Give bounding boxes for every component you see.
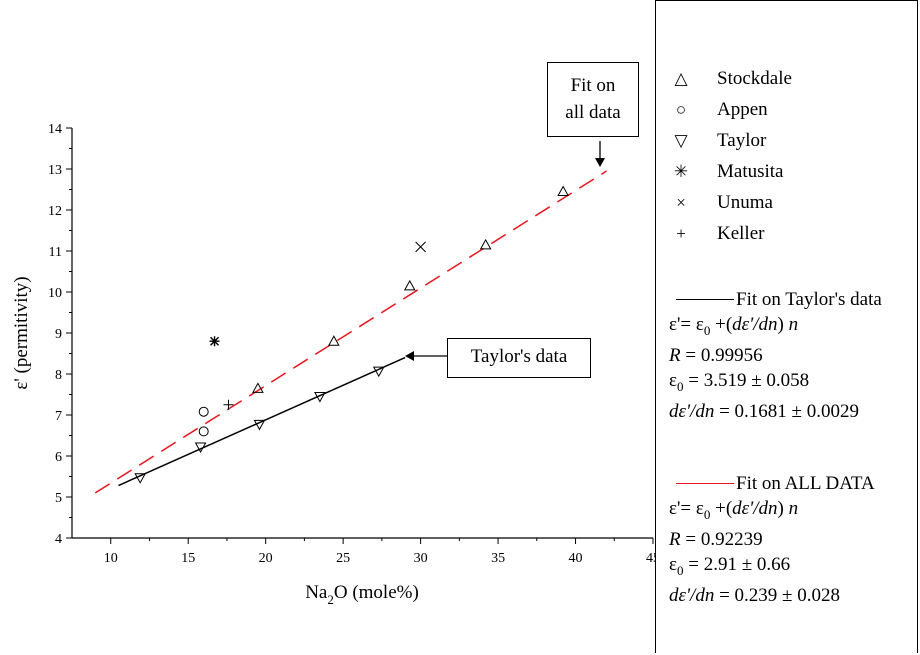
x-tick-label: 20 xyxy=(259,551,273,566)
asterisk-marker xyxy=(209,336,220,347)
fit-line-taylor xyxy=(118,356,406,487)
triangle-down-marker xyxy=(134,473,147,484)
triangle-up-marker xyxy=(557,185,569,197)
y-tick-label: 10 xyxy=(48,286,62,301)
annotation-line: Fit on xyxy=(570,75,616,96)
circle-marker xyxy=(198,406,209,417)
y-tick-label: 11 xyxy=(49,245,62,260)
fit-equation: ε'= ε0 +(dε'/dn) n xyxy=(669,498,799,522)
x-tick-label: 30 xyxy=(414,551,428,566)
x-tick-label: 15 xyxy=(181,551,195,566)
asterisk-marker-icon: ✳ xyxy=(673,162,689,181)
triangle-down-marker xyxy=(194,442,207,454)
fit-slope: dε'/dn = 0.239 ± 0.028 xyxy=(669,584,840,606)
data-points xyxy=(134,185,569,484)
legend-label: Taylor xyxy=(717,130,767,151)
plus-marker-icon: + xyxy=(676,224,686,243)
y-tick-label: 9 xyxy=(55,327,62,342)
x-tick-label: 45 xyxy=(646,551,655,566)
annotation-fit-all-data: Fit on all data xyxy=(547,62,639,137)
fit-equation: ε'= ε0 +(dε'/dn) n xyxy=(669,314,799,338)
y-tick-label: 12 xyxy=(48,204,62,219)
plot-area xyxy=(71,128,653,539)
axis-ticks: 10152025303540454567891011121314 xyxy=(48,122,655,566)
fit-intercept: ε0 = 3.519 ± 0.058 xyxy=(669,369,810,394)
x-marker-icon: × xyxy=(676,193,686,212)
red-line-icon xyxy=(676,483,734,484)
y-tick-label: 7 xyxy=(55,409,62,424)
triangle-up-marker xyxy=(479,238,492,250)
triangle-up-marker-icon: △ xyxy=(674,69,688,88)
triangle-down-marker xyxy=(372,366,385,378)
arrow-fit-all xyxy=(595,141,605,167)
chart-canvas: 10152025303540454567891011121314 ε' (per… xyxy=(11,122,655,607)
x-tick-label: 25 xyxy=(336,551,350,566)
y-tick-label: 5 xyxy=(55,491,62,506)
fit-title: Fit on Taylor's data xyxy=(736,289,882,310)
y-axis-label: ε' (permitivity) xyxy=(11,276,32,389)
legend-label: Appen xyxy=(717,99,768,120)
fit-r-value: R = 0.99956 xyxy=(669,344,763,366)
fit-lines xyxy=(94,170,607,494)
triangle-down-marker-icon: ▽ xyxy=(674,131,688,150)
x-tick-label: 35 xyxy=(491,551,505,566)
x-tick-label: 40 xyxy=(569,551,583,566)
fit-summary-all-data: Fit on ALL DATA ε'= ε0 +(dε'/dn) n R = 0… xyxy=(656,471,916,608)
y-tick-label: 6 xyxy=(55,450,62,465)
annotation-line: all data xyxy=(565,102,621,123)
y-tick-label: 4 xyxy=(55,532,62,547)
legend-label: Keller xyxy=(717,223,765,244)
circle-marker-icon: ○ xyxy=(675,100,687,119)
triangle-up-marker xyxy=(403,279,416,291)
fit-intercept: ε0 = 2.91 ± 0.66 xyxy=(669,553,791,578)
x-axis-label: Na2O (mole%) xyxy=(305,582,419,607)
legend-label: Unuma xyxy=(717,192,773,213)
x-marker xyxy=(415,241,426,253)
fit-title: Fit on ALL DATA xyxy=(736,473,875,494)
fit-slope: dε'/dn = 0.1681 ± 0.0029 xyxy=(669,400,859,422)
triangle-up-marker xyxy=(252,382,264,393)
fit-header: Fit on ALL DATA xyxy=(656,471,916,496)
circle-marker xyxy=(198,426,209,437)
legend-label: Stockdale xyxy=(717,68,792,89)
annotation-taylors-data: Taylor's data xyxy=(447,338,591,378)
triangle-down-marker xyxy=(314,392,326,403)
fit-header: Fit on Taylor's data xyxy=(656,287,916,312)
triangle-down-marker xyxy=(253,419,266,431)
solid-line-icon xyxy=(676,299,734,300)
fit-r-value: R = 0.92239 xyxy=(669,528,763,550)
plus-marker xyxy=(223,399,234,410)
x-tick-label: 10 xyxy=(104,551,118,566)
y-tick-label: 14 xyxy=(48,122,62,137)
fit-line-all-data xyxy=(94,170,607,494)
triangle-up-marker xyxy=(327,335,340,346)
y-tick-label: 13 xyxy=(48,163,62,178)
fit-summary-taylor: Fit on Taylor's data ε'= ε0 +(dε'/dn) n … xyxy=(656,287,916,424)
legend-label: Matusita xyxy=(717,161,784,182)
legend-panel: △ Stockdale ○ Appen ▽ Taylor ✳ Matusita … xyxy=(655,0,918,653)
arrow-taylor xyxy=(405,351,447,361)
annotation-line: Taylor's data xyxy=(470,346,568,367)
y-tick-label: 8 xyxy=(55,368,62,383)
